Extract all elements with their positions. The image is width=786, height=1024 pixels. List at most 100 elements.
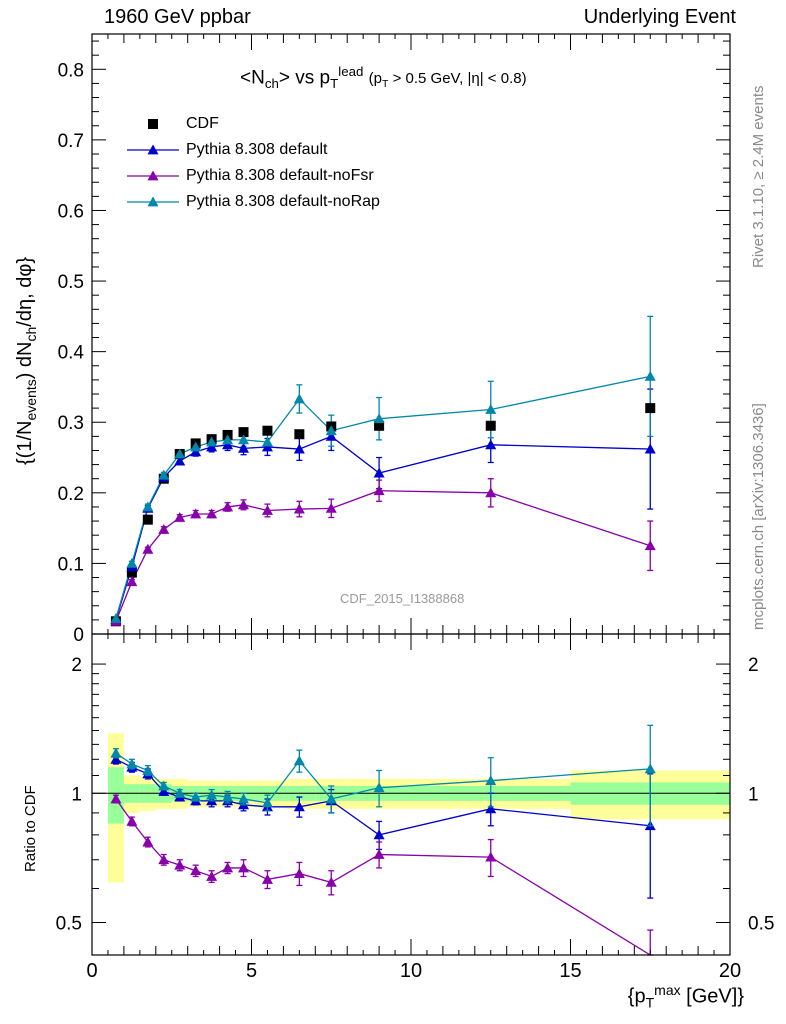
ratio-point xyxy=(158,854,170,865)
data-point xyxy=(222,434,234,445)
x-axis-label: {pTmax [GeV]} xyxy=(627,982,744,1011)
data-point-cdf xyxy=(142,514,153,525)
ratio-point xyxy=(126,758,138,769)
x-tick-label: 20 xyxy=(719,960,741,982)
data-point xyxy=(158,524,170,534)
y-tick-label: 0.8 xyxy=(58,60,84,81)
legend-label: Pythia 8.308 default xyxy=(186,141,328,158)
ratio-point xyxy=(293,755,305,766)
legend-markers xyxy=(127,119,179,207)
main-panel-series xyxy=(110,315,656,627)
main-y-axis-label: {(1/Nevents) dNch/dη, dφ} xyxy=(14,257,39,465)
data-point xyxy=(373,467,385,478)
data-point xyxy=(485,487,497,498)
x-tick-label: 15 xyxy=(559,960,581,982)
ratio-panel-series xyxy=(110,724,656,956)
ratio-y-axis-label: Ratio to CDF xyxy=(22,785,39,872)
legend-label: Pythia 8.308 default-noRap xyxy=(186,193,380,210)
data-point xyxy=(190,508,202,519)
analysis-watermark: CDF_2015_I1388868 xyxy=(340,591,465,606)
data-point xyxy=(142,543,154,554)
y-tick-label: 0.2 xyxy=(58,484,84,505)
ratio-point xyxy=(206,870,218,881)
mcplots-text: mcplots.cern.ch [arXiv:1306.3436] xyxy=(750,403,767,630)
ratio-point xyxy=(485,803,497,814)
data-point xyxy=(325,430,337,441)
data-point xyxy=(206,508,218,519)
collision-label: 1960 GeV ppbar xyxy=(104,6,251,28)
data-point-cdf xyxy=(645,403,656,414)
ratio-point xyxy=(644,763,656,774)
ratio-point xyxy=(373,782,385,793)
plot-title: <Nch> vs pTlead (pT > 0.5 GeV, |η| < 0.8… xyxy=(240,64,527,92)
legend-marker xyxy=(147,196,159,207)
y-tick-label: 0.1 xyxy=(58,554,84,575)
ratio-point xyxy=(373,829,385,840)
x-tick-label: 5 xyxy=(246,960,257,982)
legend-marker xyxy=(147,144,159,155)
data-point xyxy=(293,503,305,514)
ratio-point xyxy=(190,865,202,876)
ratio-point xyxy=(110,753,122,764)
ratio-point xyxy=(174,859,186,870)
legend-marker-cdf xyxy=(148,119,158,129)
ratio-point xyxy=(222,791,234,802)
legend-label: CDF xyxy=(186,115,219,132)
y-tick-label: 0.7 xyxy=(58,131,84,152)
ratio-point xyxy=(293,801,305,812)
ratio-point xyxy=(158,780,170,791)
data-point xyxy=(293,393,305,404)
data-point xyxy=(190,441,202,452)
legend-marker xyxy=(147,170,159,181)
ratio-point xyxy=(238,862,250,873)
ratio-point xyxy=(126,815,138,826)
ratio-y-tick-label-right: 0.5 xyxy=(748,913,774,934)
ratio-y-tick-label-right: 1 xyxy=(748,784,759,805)
ratio-point xyxy=(174,787,186,798)
ratio-point xyxy=(142,764,154,775)
data-point-cdf xyxy=(294,429,305,440)
ratio-point xyxy=(190,791,202,802)
data-point xyxy=(485,439,497,450)
data-point xyxy=(644,370,656,381)
ratio-point xyxy=(222,862,234,873)
x-tick-label: 0 xyxy=(86,960,97,982)
ratio-point xyxy=(158,785,170,796)
data-point xyxy=(485,404,497,414)
ratio-point xyxy=(206,789,218,800)
series-line xyxy=(115,375,651,619)
y-tick-label: 0.6 xyxy=(58,201,84,222)
analysis-label: Underlying Event xyxy=(583,6,736,28)
y-tick-label: 0 xyxy=(73,625,84,646)
ratio-point xyxy=(261,873,273,884)
ratio-y-tick-label: 0.5 xyxy=(56,913,82,934)
data-point-cdf xyxy=(126,567,137,578)
ratio-point xyxy=(485,775,497,786)
ratio-y-tick-label: 1 xyxy=(71,784,82,805)
data-point xyxy=(293,443,305,454)
data-point xyxy=(158,469,170,480)
data-point xyxy=(222,501,234,512)
legend-label: Pythia 8.308 default-noFsr xyxy=(186,167,374,184)
ratio-point xyxy=(293,868,305,878)
x-tick-label: 10 xyxy=(400,960,422,982)
ratio-point xyxy=(142,836,154,847)
data-point xyxy=(126,576,138,587)
data-point xyxy=(174,455,186,466)
ratio-point xyxy=(110,747,122,758)
ratio-point xyxy=(325,876,337,887)
data-point xyxy=(238,434,250,445)
data-point xyxy=(142,501,154,512)
y-tick-label: 0.3 xyxy=(58,413,84,434)
ratio-point xyxy=(238,793,250,804)
ratio-uncertainty-bands xyxy=(92,733,730,883)
data-point xyxy=(238,499,250,510)
data-point xyxy=(373,413,385,424)
ratio-point xyxy=(261,797,273,808)
data-point xyxy=(174,448,186,459)
data-point xyxy=(261,436,273,447)
data-point xyxy=(206,436,218,447)
data-point xyxy=(238,442,250,453)
y-tick-label: 0.5 xyxy=(58,272,84,293)
